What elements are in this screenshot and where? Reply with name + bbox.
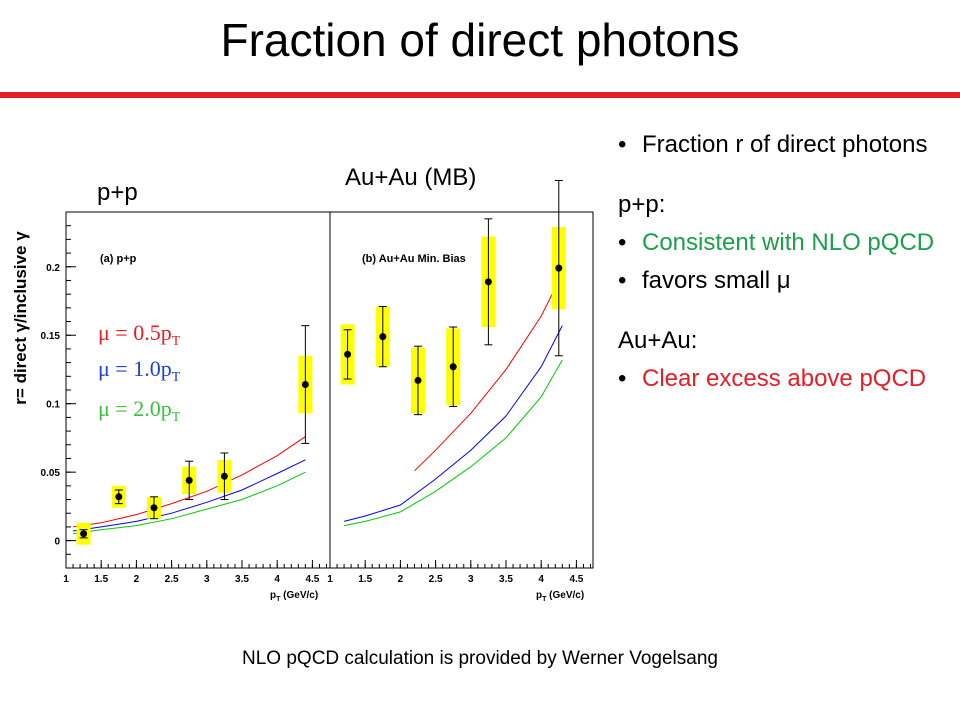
x-tick-label: 2	[134, 574, 140, 585]
page-title: Fraction of direct photons	[220, 14, 740, 66]
bullet-excess-text: Clear excess above pQCD	[642, 365, 927, 392]
pp-panel-label: p+p	[97, 179, 138, 206]
x-tick-label: 3.5	[235, 574, 249, 585]
y-tick-label: 0	[54, 537, 60, 548]
data-point	[301, 381, 309, 389]
theory-curve	[72, 459, 306, 532]
data-point	[555, 264, 563, 272]
theory-curve	[343, 325, 563, 522]
x-tick-label: 1	[327, 574, 333, 585]
bullet-favors: • favors small μ	[618, 266, 948, 296]
bullet-list: • Fraction r of direct photons p+p: • Co…	[618, 130, 948, 394]
footnote: NLO pQCD calculation is provided by Wern…	[242, 648, 718, 669]
chart-marks: 0 0.05 0.1 0.15 0.2 1 1.5 2 2.5 3 3.5 4 4.5 1 1.5 2 2.5 3…	[41, 180, 591, 585]
legend-mu10: μ = 1.0pT	[98, 356, 181, 385]
x-tick-label: 4.5	[569, 574, 583, 585]
data-point	[414, 376, 422, 384]
data-point	[484, 278, 492, 286]
x-tick-label: 4	[274, 574, 280, 585]
bullet-consistent-text: Consistent with NLO pQCD	[642, 229, 935, 256]
data-point	[344, 350, 352, 358]
x-tick-label: 2	[398, 574, 404, 585]
auau-x-axis-label: pT (GeV/c)	[536, 590, 584, 603]
auau-frame	[329, 211, 594, 569]
pp-frame	[65, 211, 331, 569]
direct-photon-figure: p+p Au+Au (MB) r= direct γ/inclusive γ (…	[11, 164, 594, 603]
x-tick-label: 1.5	[358, 574, 372, 585]
data-point	[379, 333, 387, 341]
x-tick-label: 3	[468, 574, 474, 585]
bullet-dot: •	[618, 229, 627, 256]
data-point	[150, 504, 158, 512]
theory-curve	[344, 359, 563, 527]
bullet-favors-text: favors small μ	[642, 267, 791, 294]
title-rule	[0, 92, 960, 98]
y-tick-label: 0.05	[41, 468, 61, 479]
theory-curve	[414, 273, 563, 472]
legend-mu05: μ = 0.5pT	[98, 320, 181, 349]
x-tick-label: 2.5	[429, 574, 443, 585]
auau-inplot-label: (b) Au+Au Min. Bias	[362, 253, 466, 265]
bullet-dot: •	[618, 131, 627, 158]
data-point	[449, 363, 457, 371]
x-tick-label: 1.5	[94, 574, 108, 585]
pp-inplot-label: (a) p+p	[100, 253, 137, 265]
x-tick-label: 3	[204, 574, 210, 585]
y-tick-label: 0.1	[46, 400, 60, 411]
x-tick-label: 1	[63, 574, 69, 585]
x-tick-label: 4	[538, 574, 544, 585]
x-tick-label: 4.5	[305, 574, 319, 585]
data-point	[185, 476, 193, 484]
bullet-fraction: • Fraction r of direct photons	[618, 130, 948, 160]
y-tick-label: 0.2	[46, 263, 60, 274]
bullet-fraction-text: Fraction r of direct photons	[642, 131, 928, 158]
y-axis-label: r= direct γ/inclusive γ	[11, 231, 30, 405]
data-point	[80, 530, 88, 538]
bullet-consistent: • Consistent with NLO pQCD	[618, 228, 948, 258]
bullet-dot: •	[618, 365, 627, 392]
y-tick-label: 0.15	[41, 331, 61, 342]
theory-curve	[72, 471, 306, 535]
bullet-dot: •	[618, 267, 627, 294]
data-point	[115, 493, 123, 501]
auau-panel-label: Au+Au (MB)	[345, 164, 476, 191]
data-point	[220, 472, 228, 480]
x-tick-label: 3.5	[499, 574, 513, 585]
bullet-excess: • Clear excess above pQCD	[618, 364, 948, 394]
auau-heading: Au+Au:	[618, 327, 698, 354]
pp-x-axis-label: pT (GeV/c)	[270, 590, 318, 603]
legend-mu20: μ = 2.0pT	[98, 396, 181, 425]
x-tick-label: 2.5	[165, 574, 179, 585]
pp-heading: p+p:	[618, 191, 666, 218]
